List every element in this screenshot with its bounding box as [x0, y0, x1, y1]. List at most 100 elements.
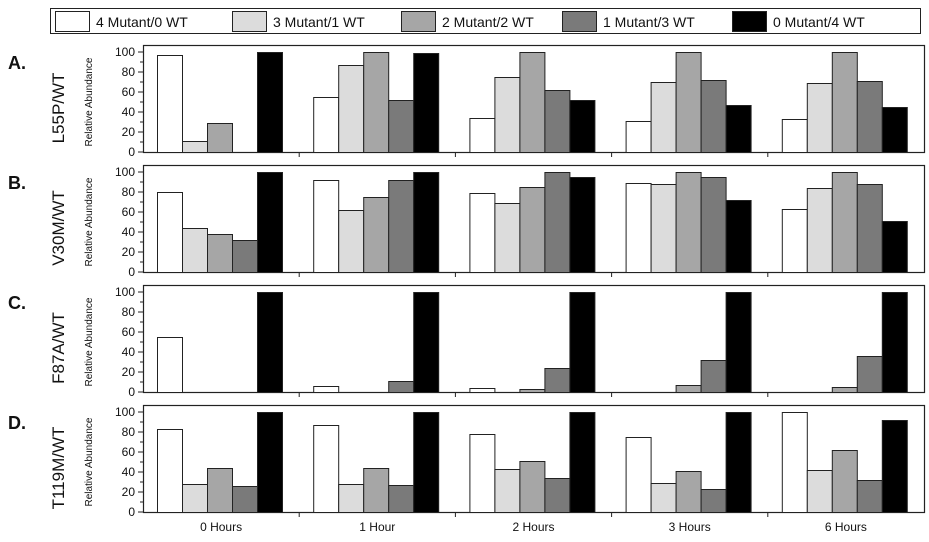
bar	[650, 483, 677, 513]
bar	[338, 210, 365, 273]
bar	[388, 485, 415, 513]
bar	[313, 386, 340, 393]
legend: 4 Mutant/0 WT 3 Mutant/1 WT 2 Mutant/2 WT 1…	[50, 8, 921, 34]
bar	[519, 389, 546, 393]
bar	[856, 81, 883, 153]
panel-2: 0 20 40 60 80 100 Relative Abundance C. F87A/WT	[8, 284, 926, 399]
bar	[675, 385, 702, 393]
bar	[413, 412, 440, 513]
legend-swatch-4	[732, 11, 767, 32]
panel-1: 0 20 40 60 80 100 Relative Abundance B. V30M/WT	[8, 164, 926, 279]
panel-name: F87A/WT	[49, 312, 68, 384]
bar	[781, 412, 808, 513]
y-tick-label: 20	[122, 245, 136, 259]
bar	[257, 52, 283, 153]
y-tick-label: 100	[115, 285, 135, 299]
bar	[469, 193, 496, 273]
bar	[725, 200, 752, 273]
bar	[413, 53, 440, 153]
bar	[806, 188, 833, 273]
bar	[544, 172, 571, 273]
bar	[625, 183, 652, 273]
bar	[494, 203, 521, 273]
bar	[700, 489, 727, 513]
bar	[313, 180, 340, 273]
bar	[856, 184, 883, 273]
bar	[675, 52, 702, 153]
bar	[157, 337, 183, 393]
bar	[313, 97, 340, 153]
bar	[831, 172, 858, 273]
y-tick-label: 80	[122, 425, 136, 439]
bar	[207, 234, 233, 273]
panel-3: 0 20 40 60 80 100 Relative Abundance D. T119M/WT…	[8, 404, 926, 534]
y-axis-label: Relative Abundance	[84, 177, 95, 266]
bar	[856, 356, 883, 393]
bar	[675, 471, 702, 513]
bar	[625, 437, 652, 513]
bar	[700, 177, 727, 273]
legend-swatch-3	[562, 11, 597, 32]
legend-swatch-2	[401, 11, 436, 32]
legend-frame	[50, 8, 921, 34]
bar	[494, 469, 521, 513]
bar	[781, 119, 808, 153]
bar	[157, 55, 183, 153]
y-tick-label: 100	[115, 405, 135, 419]
bar	[257, 172, 283, 273]
bar	[232, 486, 258, 513]
bar	[207, 468, 233, 513]
bar	[881, 420, 908, 513]
bar	[182, 484, 208, 513]
y-tick-label: 0	[128, 385, 135, 399]
x-tick-label: 6 Hours	[825, 520, 867, 534]
y-tick-label: 0	[128, 505, 135, 519]
bar	[569, 177, 596, 273]
bar	[781, 209, 808, 273]
bar	[469, 434, 496, 513]
bar	[519, 52, 546, 153]
bar	[725, 105, 752, 153]
bar	[338, 484, 365, 513]
panel-name: T119M/WT	[49, 427, 68, 510]
bar	[544, 90, 571, 153]
y-tick-label: 20	[122, 485, 136, 499]
bar	[544, 478, 571, 513]
legend-swatch-0	[55, 11, 90, 32]
y-tick-label: 20	[122, 125, 136, 139]
panel-name: V30M/WT	[49, 190, 68, 266]
y-tick-label: 0	[128, 265, 135, 279]
bar	[725, 412, 752, 513]
legend-label-4: 0 Mutant/4 WT	[773, 14, 865, 30]
bar	[363, 52, 390, 153]
bar	[650, 184, 677, 273]
bar	[232, 240, 258, 273]
bar	[881, 221, 908, 273]
bar	[519, 461, 546, 513]
y-tick-label: 0	[128, 145, 135, 159]
bar	[388, 180, 415, 273]
bar	[157, 192, 183, 273]
legend-swatch-1	[232, 11, 267, 32]
bar	[313, 425, 340, 513]
y-tick-label: 100	[115, 45, 135, 59]
bar	[831, 52, 858, 153]
bar	[207, 123, 233, 153]
x-tick-label: 1 Hour	[359, 520, 395, 534]
bar	[413, 292, 440, 393]
y-tick-label: 40	[122, 225, 136, 239]
bar	[881, 107, 908, 153]
y-axis-label: Relative Abundance	[84, 57, 95, 146]
legend-label-1: 3 Mutant/1 WT	[273, 14, 365, 30]
bar	[806, 470, 833, 513]
bar	[257, 292, 283, 393]
y-tick-label: 60	[122, 205, 136, 219]
legend-label-3: 1 Mutant/3 WT	[603, 14, 695, 30]
x-tick-label: 2 Hours	[512, 520, 554, 534]
bar	[182, 141, 208, 153]
y-axis-label: Relative Abundance	[84, 297, 95, 386]
legend-label-2: 2 Mutant/2 WT	[442, 14, 534, 30]
bar	[388, 100, 415, 153]
bar	[700, 80, 727, 153]
